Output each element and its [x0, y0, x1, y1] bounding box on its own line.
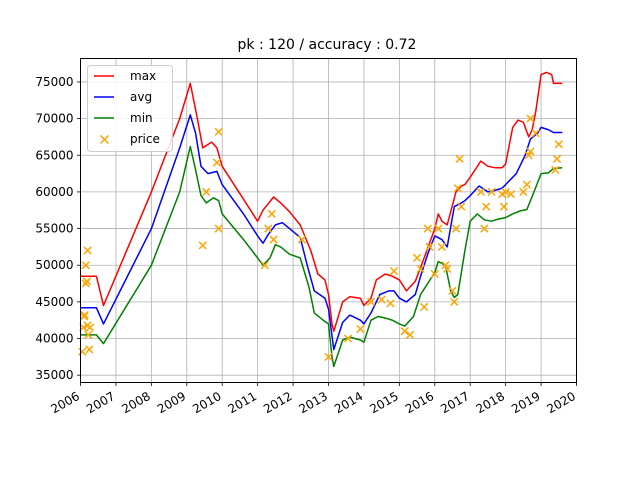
series-line-min [80, 145, 563, 368]
price-point [430, 269, 439, 279]
y-tick-label: 70000 [35, 112, 73, 126]
price-point [83, 246, 92, 255]
series-line-max [80, 71, 563, 332]
price-point [434, 224, 443, 233]
legend-frame [87, 65, 173, 152]
price-point [453, 184, 462, 193]
price-point [519, 187, 528, 197]
price-point [455, 154, 464, 164]
price-point [506, 189, 516, 199]
y-tick-label: 60000 [35, 185, 73, 199]
price-point [267, 209, 276, 219]
price-point [84, 330, 93, 339]
price-point [81, 261, 90, 270]
price-point [82, 277, 92, 286]
price-point [389, 266, 399, 276]
price-point [214, 224, 223, 233]
price-point [476, 187, 485, 197]
price-point [451, 224, 461, 233]
price-point [448, 286, 457, 296]
y-tick-label: 35000 [35, 368, 73, 382]
price-point [443, 264, 452, 274]
y-tick-label: 55000 [35, 222, 73, 236]
price-point [423, 224, 432, 233]
price-point [531, 129, 540, 138]
price-point [499, 202, 509, 211]
y-tick-label: 75000 [35, 75, 73, 89]
plot-area [78, 71, 563, 368]
price-point [457, 202, 466, 211]
price-point [260, 261, 269, 270]
price-point [425, 242, 434, 252]
price-point [80, 310, 89, 320]
y-tick-label: 45000 [35, 295, 73, 309]
price-point [356, 324, 365, 334]
chart-title: pk : 120 / accuracy : 0.72 [238, 37, 417, 53]
price-point [526, 114, 535, 123]
price-point [85, 345, 94, 354]
price-point [416, 264, 425, 274]
price-point [480, 224, 489, 233]
price-point [400, 327, 409, 336]
price-point [343, 334, 353, 343]
legend-label-price: price [130, 132, 160, 146]
price-point [377, 295, 386, 304]
price-point [212, 158, 222, 167]
price-point [552, 154, 562, 164]
price-point [78, 347, 87, 356]
price-point [297, 235, 307, 244]
price-point [85, 323, 95, 332]
price-point [551, 165, 560, 175]
price-point [412, 253, 422, 263]
legend-label-avg: avg [130, 90, 152, 104]
price-point [501, 187, 510, 197]
series-line-avg [80, 114, 563, 351]
y-tick-label: 40000 [35, 332, 73, 346]
price-point [420, 302, 429, 312]
axes: 2006 2007 2008 2009 2010 2011 2012 2013 2014 2015… [35, 75, 578, 416]
price-point [522, 180, 532, 189]
price-point [386, 299, 395, 308]
price-point [405, 330, 415, 339]
price-point [264, 224, 273, 233]
price-point [198, 241, 207, 250]
price-point [450, 297, 459, 306]
legend-label-min: min [130, 111, 153, 125]
price-point [81, 279, 90, 288]
price-point [269, 235, 278, 244]
legend-swatch-price [99, 134, 110, 145]
legend: max avg min price [87, 65, 173, 152]
price-point [482, 202, 491, 211]
price-point [324, 352, 333, 361]
legend-label-max: max [130, 69, 156, 83]
price-point [366, 297, 376, 306]
price-point [526, 147, 535, 156]
price-point [437, 242, 447, 252]
price-point [202, 187, 211, 197]
price-point [214, 127, 223, 136]
price-point [554, 140, 563, 149]
price-point [487, 187, 496, 197]
y-tick-label: 50000 [35, 258, 73, 272]
y-tick-label: 65000 [35, 148, 73, 162]
